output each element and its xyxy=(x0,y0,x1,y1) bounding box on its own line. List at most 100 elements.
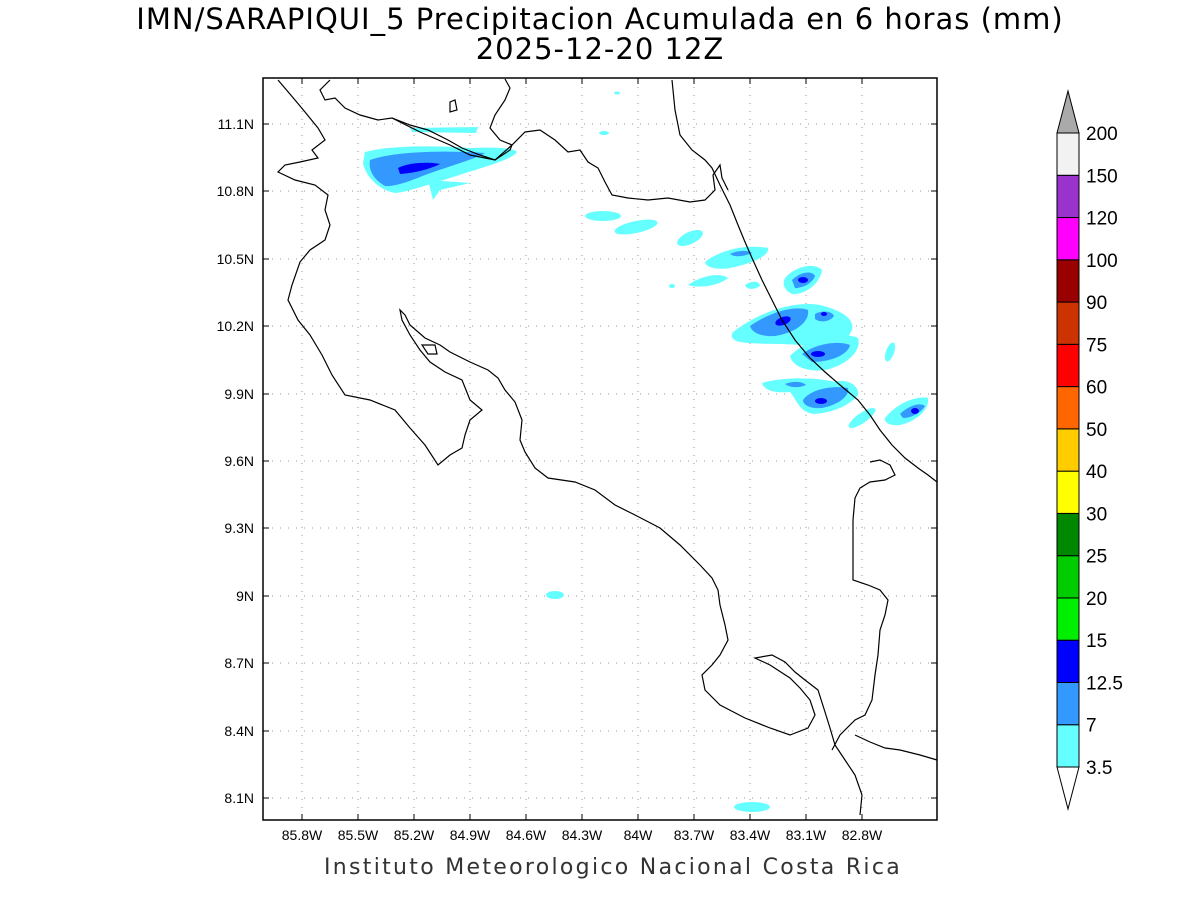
colorbar: 3.5 7 12.5 15 20 25 30 40 50 60 75 90 100 120 150 200 xyxy=(1056,89,1123,811)
colorbar-lower-triangle xyxy=(1056,766,1080,811)
colorbar-label: 12.5 xyxy=(1086,673,1123,694)
lon-label: 85.5W xyxy=(338,827,379,843)
lake-shore xyxy=(319,78,513,161)
island xyxy=(420,344,438,355)
lat-label: 8.4N xyxy=(224,723,254,739)
colorbar-label: 3.5 xyxy=(1086,758,1112,779)
colorbar-label: 7 xyxy=(1086,716,1097,737)
lon-label: 83.1W xyxy=(786,827,827,843)
map-datetime: 2025-12-20 12Z xyxy=(475,32,725,66)
precip-cell xyxy=(546,591,564,599)
lat-label: 10.2N xyxy=(217,318,254,334)
lon-label: 85.2W xyxy=(394,827,435,843)
footer-credit: Instituto Meteorologico Nacional Costa R… xyxy=(323,855,903,880)
precip-area-light xyxy=(410,127,478,133)
lat-label: 9N xyxy=(236,588,254,604)
panama-border xyxy=(831,459,896,751)
plot-frame xyxy=(262,77,938,821)
lat-label: 9.3N xyxy=(224,520,254,536)
precip-cell xyxy=(669,284,675,288)
colorbar-label: 90 xyxy=(1086,293,1107,314)
colorbar-label: 150 xyxy=(1086,166,1118,187)
lat-label: 10.8N xyxy=(217,183,254,199)
precip-area-light xyxy=(705,246,769,269)
colorbar-swatch xyxy=(1056,386,1080,430)
precip-cell xyxy=(734,802,770,812)
longitude-labels: 85.8W 85.5W 85.2W 84.9W 84.6W 84.3W 84W … xyxy=(282,827,883,843)
colorbar-swatch xyxy=(1056,724,1080,768)
latitude-labels: 11.1N 10.8N 10.5N 10.2N 9.9N 9.6N 9.3N 9… xyxy=(217,116,254,806)
lon-label: 82.8W xyxy=(842,827,883,843)
lake-island xyxy=(449,99,458,113)
colorbar-swatch xyxy=(1056,597,1080,641)
colorbar-label: 30 xyxy=(1086,504,1107,525)
precip-area-deep xyxy=(815,398,827,404)
precip-cell xyxy=(614,219,658,235)
pacific-coastline xyxy=(276,79,863,816)
precip-area-mid xyxy=(803,387,849,409)
precip-area-deep xyxy=(911,408,919,414)
precip-area-mid xyxy=(785,381,806,388)
colorbar-swatch xyxy=(1056,428,1080,472)
precip-area-deep xyxy=(398,162,440,174)
precip-area-mid xyxy=(815,311,834,322)
lat-label: 11.1N xyxy=(218,116,254,132)
colorbar-swatch xyxy=(1056,681,1080,726)
precip-area-light xyxy=(688,275,728,287)
colorbar-label: 60 xyxy=(1086,378,1107,399)
precip-area-mid xyxy=(730,250,752,257)
colorbar-label: 50 xyxy=(1086,420,1107,441)
precip-area-deep xyxy=(821,312,827,316)
colorbar-upper-triangle xyxy=(1056,89,1080,134)
precip-area-light xyxy=(745,281,760,289)
colorbar-label: 100 xyxy=(1086,251,1118,272)
lon-label: 83.4W xyxy=(730,827,771,843)
lat-label: 9.6N xyxy=(224,453,254,469)
colorbar-swatch xyxy=(1056,174,1080,219)
colorbar-swatch xyxy=(1056,217,1080,261)
plot-area xyxy=(263,78,937,820)
map-title: IMN/SARAPIQUI_5 Precipitacion Acumulada … xyxy=(136,2,1064,36)
colorbar-label: 200 xyxy=(1086,124,1118,145)
precip-area-mid xyxy=(802,342,850,362)
lon-label: 84W xyxy=(624,827,654,843)
lat-label: 10.5N xyxy=(217,251,254,267)
colorbar-swatch xyxy=(1056,555,1080,599)
precip-cell xyxy=(677,229,703,247)
colorbar-swatch xyxy=(1056,639,1080,683)
caribbean-coastline xyxy=(671,79,938,483)
precipitation-contours xyxy=(363,91,929,812)
lat-label: 8.1N xyxy=(224,790,254,806)
colorbar-swatch xyxy=(1056,512,1080,557)
lon-label: 83.7W xyxy=(674,827,715,843)
lat-label: 9.9N xyxy=(224,386,254,402)
national-border xyxy=(391,117,729,203)
tick-marks xyxy=(263,78,937,820)
lon-label: 84.6W xyxy=(506,827,547,843)
lon-label: 85.8W xyxy=(282,827,323,843)
precip-cell xyxy=(884,342,896,362)
colorbar-label: 25 xyxy=(1086,547,1107,568)
colorbar-swatch xyxy=(1056,301,1080,345)
precip-area-deep xyxy=(811,351,825,357)
precip-cell xyxy=(599,131,609,135)
panama-coast xyxy=(854,734,938,761)
colorbar-label: 120 xyxy=(1086,209,1118,230)
colorbar-swatch xyxy=(1056,259,1080,303)
precip-cell xyxy=(614,91,620,95)
colorbar-label: 40 xyxy=(1086,462,1107,483)
colorbar-swatch xyxy=(1056,470,1080,514)
colorbar-label: 20 xyxy=(1086,589,1107,610)
colorbar-label: 75 xyxy=(1086,335,1107,356)
lon-label: 84.9W xyxy=(450,827,491,843)
colorbar-label: 15 xyxy=(1086,631,1107,652)
lon-label: 84.3W xyxy=(562,827,603,843)
lat-label: 8.7N xyxy=(224,655,254,671)
colorbar-swatch xyxy=(1056,132,1080,176)
precip-cell xyxy=(585,211,621,221)
colorbar-swatch xyxy=(1056,343,1080,388)
coastlines xyxy=(276,78,938,816)
precip-area-deep xyxy=(798,277,808,283)
precip-area-light xyxy=(428,180,470,200)
